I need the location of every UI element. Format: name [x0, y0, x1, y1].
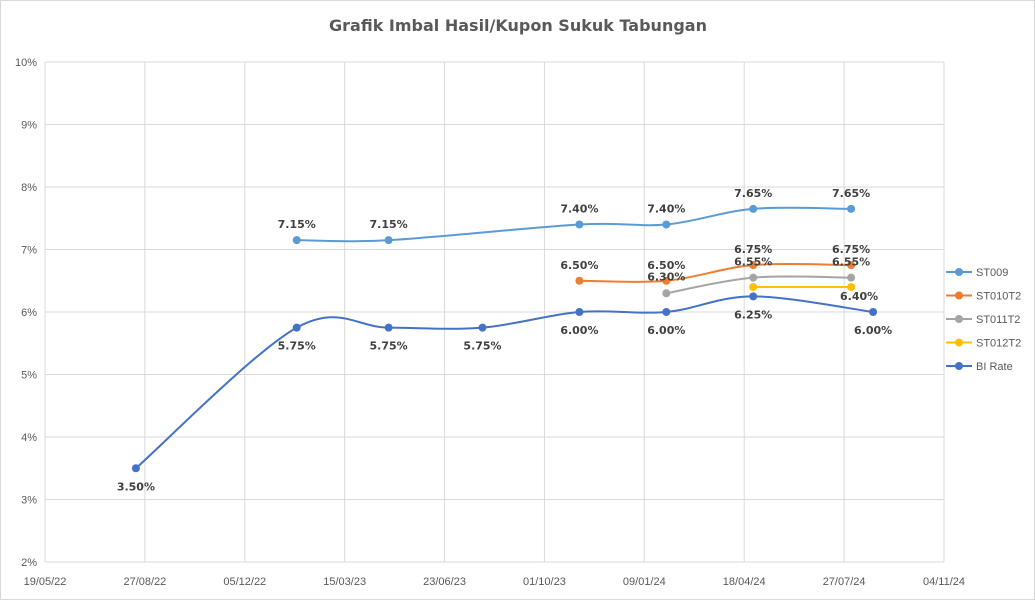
data-point: [575, 220, 584, 229]
series-line: [579, 262, 852, 283]
series-line: [666, 275, 852, 295]
y-tick-label: 4%: [21, 432, 37, 444]
legend-item: ST009: [946, 267, 1008, 279]
x-tick-label: 09/01/24: [623, 576, 666, 588]
data-label: 3.50%: [117, 480, 155, 493]
legend-item: ST010T2: [946, 291, 1021, 303]
x-tick-label: 23/06/23: [423, 576, 466, 588]
gridlines: [44, 61, 945, 563]
data-label: 6.30%: [647, 270, 685, 283]
chart-title: Grafik Imbal Hasil/Kupon Sukuk Tabungan: [329, 16, 707, 35]
data-point: [478, 323, 487, 332]
data-label: 6.00%: [854, 324, 892, 337]
data-label: 7.15%: [370, 218, 408, 231]
data-label: 5.75%: [463, 340, 501, 353]
series-bi-rate: [131, 292, 878, 473]
series-line: [135, 295, 874, 470]
x-tick-label: 19/05/22: [24, 576, 67, 588]
legend-marker: [955, 338, 963, 347]
legend-label: ST010T2: [976, 291, 1021, 303]
y-tick-label: 3%: [21, 495, 37, 507]
data-label: 7.40%: [560, 203, 598, 216]
x-tick-label: 04/11/24: [923, 576, 965, 588]
y-tick-label: 10%: [15, 57, 37, 69]
data-point: [749, 204, 758, 213]
data-label: 7.15%: [278, 218, 316, 231]
series-lines: [131, 204, 878, 473]
data-point: [749, 292, 758, 301]
data-labels: 6.30% 6.55% 6.55% 6.40% 6.50% 6.50% 6.75% 6.75%…: [117, 187, 892, 493]
legend: ST009 ST010T2 ST011T2 ST012T2 BI Rate: [946, 267, 1021, 373]
data-point: [662, 276, 671, 285]
x-tick-label: 15/03/23: [323, 576, 366, 588]
data-label: 5.75%: [370, 340, 408, 353]
legend-marker: [955, 315, 963, 323]
data-label: 5.75%: [278, 340, 316, 353]
data-label: 6.75%: [734, 243, 772, 256]
y-tick-label: 7%: [21, 245, 37, 257]
data-label: 6.50%: [647, 259, 685, 272]
data-point: [847, 261, 856, 270]
data-point: [384, 236, 393, 245]
x-tick-label: 18/04/24: [723, 576, 766, 588]
data-point: [749, 261, 758, 270]
y-tick-label: 8%: [21, 182, 37, 194]
data-point: [384, 323, 393, 332]
data-label: 6.40%: [840, 290, 878, 303]
data-point: [292, 323, 301, 332]
axis-tick-labels: 2% 3% 4% 5% 6% 7% 8% 9% 10% 19/05/22 27/08/22 05/12…: [15, 57, 965, 588]
legend-label: BI Rate: [976, 361, 1013, 373]
x-tick-label: 27/07/24: [823, 576, 866, 588]
legend-label: ST011T2: [976, 314, 1020, 326]
legend-marker: [955, 291, 963, 300]
data-point: [575, 308, 584, 316]
x-tick-label: 01/10/23: [523, 576, 566, 588]
y-tick-label: 2%: [21, 557, 37, 569]
legend-item: ST012T2: [946, 338, 1021, 350]
data-point: [662, 289, 671, 298]
y-tick-label: 9%: [21, 120, 37, 132]
x-tick-label: 27/08/22: [123, 576, 166, 588]
data-label: 6.75%: [832, 243, 870, 256]
legend-marker: [955, 268, 963, 276]
series-st011t2: [662, 273, 856, 298]
data-point: [749, 283, 758, 291]
data-point: [847, 283, 856, 291]
data-label: 7.40%: [647, 203, 685, 216]
data-point: [575, 276, 584, 285]
data-point: [131, 464, 140, 473]
series-st012t2: [749, 283, 856, 291]
data-point: [292, 236, 301, 245]
data-point: [662, 308, 671, 316]
series-st009: [292, 204, 856, 245]
data-label: 6.25%: [734, 308, 772, 321]
data-point: [662, 220, 671, 229]
legend-item: BI Rate: [946, 361, 1013, 373]
series-st010t2: [575, 261, 856, 285]
data-point: [869, 308, 878, 316]
legend-label: ST009: [976, 267, 1008, 279]
legend-item: ST011T2: [946, 314, 1020, 326]
data-label: 6.55%: [734, 256, 772, 269]
data-label: 6.55%: [832, 256, 870, 269]
data-label: 7.65%: [832, 187, 870, 200]
data-label: 6.50%: [560, 259, 598, 272]
data-point: [847, 273, 856, 282]
data-label: 6.00%: [647, 324, 685, 337]
data-point: [749, 273, 758, 282]
data-label: 6.00%: [560, 324, 598, 337]
y-tick-label: 6%: [21, 307, 37, 319]
legend-marker: [955, 362, 963, 370]
data-point: [847, 204, 856, 213]
data-label: 7.65%: [734, 187, 772, 200]
legend-label: ST012T2: [976, 338, 1021, 350]
y-tick-label: 5%: [21, 370, 37, 382]
x-tick-label: 05/12/22: [223, 576, 266, 588]
